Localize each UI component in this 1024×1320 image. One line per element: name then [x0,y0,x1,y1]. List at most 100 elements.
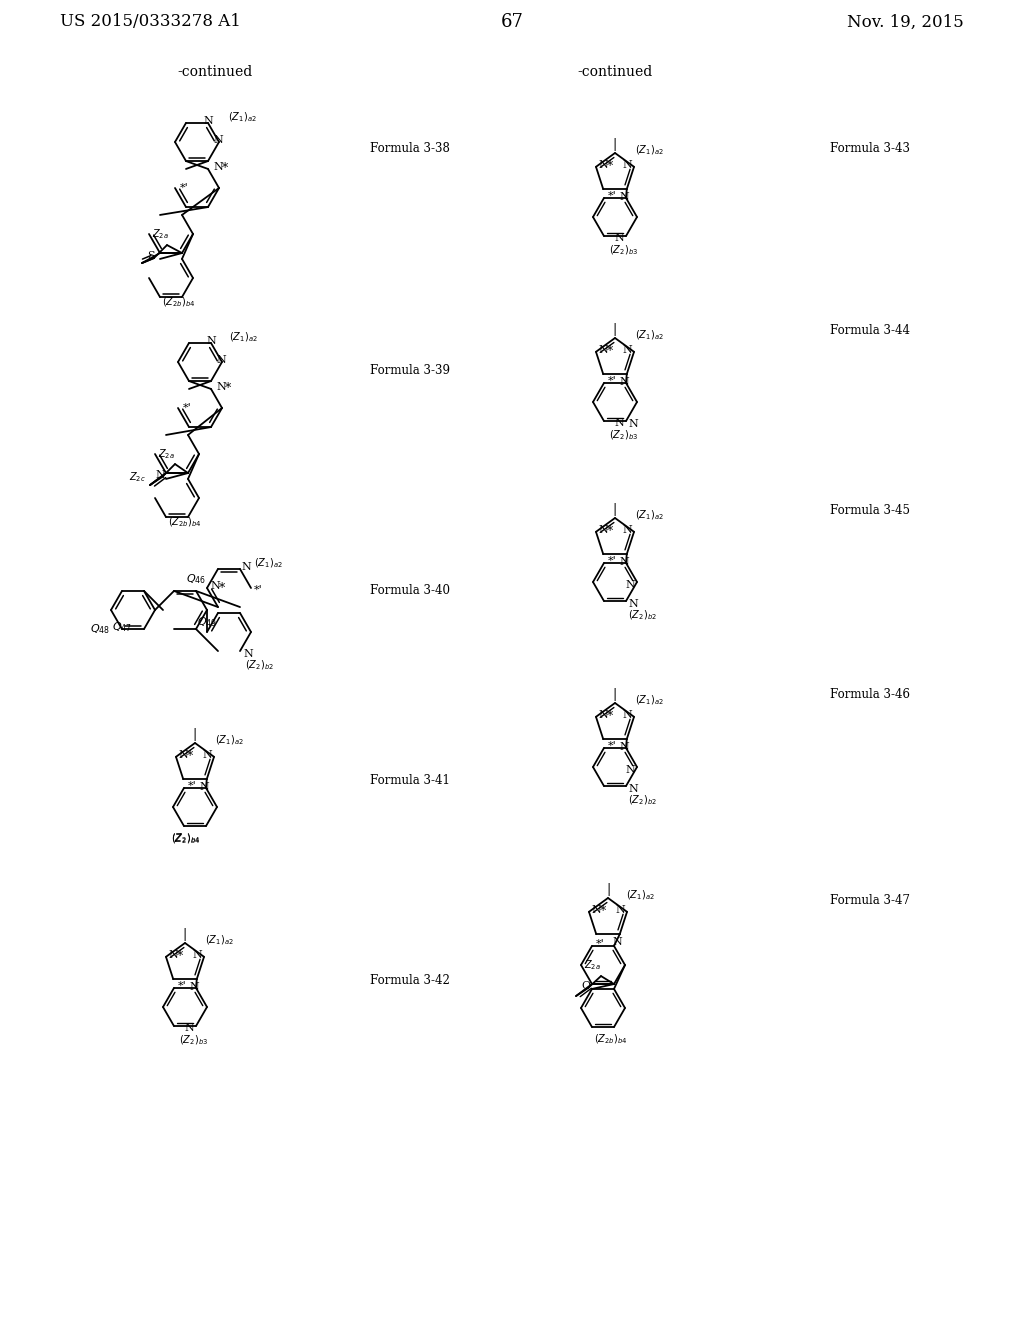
Text: $(Z_1)_{a2}$: $(Z_1)_{a2}$ [626,888,654,902]
Text: N: N [628,784,638,795]
Text: N: N [155,470,165,480]
Text: Formula 3-38: Formula 3-38 [370,141,450,154]
Text: N: N [598,160,607,170]
Text: *: * [607,525,613,539]
Text: Nov. 19, 2015: Nov. 19, 2015 [847,13,964,30]
Text: N: N [591,904,601,915]
Text: N: N [623,160,632,170]
Text: O: O [582,981,591,991]
Text: *: * [222,162,228,176]
Text: N: N [203,116,213,125]
Text: Formula 3-41: Formula 3-41 [370,774,450,787]
Text: *': *' [608,191,616,201]
Text: $(Z_2)_{b2}$: $(Z_2)_{b2}$ [245,659,273,672]
Text: *: * [177,950,183,964]
Text: |: | [613,503,617,516]
Text: N: N [628,599,638,609]
Text: S: S [147,251,155,261]
Text: $(Z_{2b})_{b4}$: $(Z_{2b})_{b4}$ [162,296,196,309]
Text: N: N [615,904,625,915]
Text: *': *' [254,585,263,595]
Text: $(Z_2)_{b2}$: $(Z_2)_{b2}$ [628,609,657,622]
Text: $(Z_1)_{a2}$: $(Z_1)_{a2}$ [215,733,244,747]
Text: Formula 3-40: Formula 3-40 [370,583,450,597]
Text: N: N [216,381,225,392]
Text: N: N [203,750,212,760]
Text: N: N [626,766,635,775]
Text: N: N [243,649,253,659]
Text: N: N [598,525,607,535]
Text: *: * [187,750,194,763]
Text: N: N [623,525,632,535]
Text: N: N [628,418,638,429]
Text: Formula 3-39: Formula 3-39 [370,363,450,376]
Text: Formula 3-42: Formula 3-42 [370,974,450,986]
Text: N: N [620,193,630,202]
Text: N: N [613,937,623,948]
Text: $(Z_1)_{a2}$: $(Z_1)_{a2}$ [635,508,664,521]
Text: $Z_{2a}$: $Z_{2a}$ [584,958,601,972]
Text: $(Z_2)_{b3}$: $(Z_2)_{b3}$ [609,243,639,257]
Text: N: N [168,950,178,960]
Text: $(Z_1)_{a2}$: $(Z_1)_{a2}$ [228,110,257,124]
Text: -continued: -continued [578,65,652,79]
Text: *': *' [178,981,186,991]
Text: *': *' [596,939,605,949]
Text: $(Z_1)_{a2}$: $(Z_1)_{a2}$ [635,693,664,706]
Text: *': *' [608,376,616,385]
Text: |: | [193,729,198,741]
Text: *: * [219,582,225,594]
Text: N: N [626,579,635,590]
Text: Formula 3-46: Formula 3-46 [830,689,910,701]
Text: $Q_{49}$: $Q_{49}$ [197,615,217,628]
Text: |: | [183,928,187,941]
Text: *': *' [188,781,197,791]
Text: $Q_{47}$: $Q_{47}$ [112,620,132,634]
Text: N: N [210,581,220,591]
Text: *: * [607,346,613,358]
Text: *': *' [608,556,616,566]
Text: N: N [614,418,624,428]
Text: N: N [184,1023,194,1034]
Text: N: N [620,378,630,387]
Text: |: | [613,139,617,150]
Text: N: N [620,557,630,568]
Text: N: N [614,234,624,243]
Text: *': *' [608,741,616,751]
Text: N: N [241,562,251,572]
Text: $(Z_2)_{b3}$: $(Z_2)_{b3}$ [179,1034,209,1047]
Text: Formula 3-47: Formula 3-47 [830,894,910,907]
Text: $(Z_1)_{a2}$: $(Z_1)_{a2}$ [635,143,664,157]
Text: $Q_{46}$: $Q_{46}$ [186,572,206,586]
Text: N: N [178,750,187,760]
Text: $(Z_2)_{b4}$: $(Z_2)_{b4}$ [171,832,201,846]
Text: $Q_{48}$: $Q_{48}$ [90,622,110,636]
Text: |: | [613,688,617,701]
Text: N: N [213,162,223,172]
Text: N: N [200,783,210,792]
Text: $(Z_1)_{a2}$: $(Z_1)_{a2}$ [205,933,233,946]
Text: N: N [623,710,632,719]
Text: N: N [189,982,200,993]
Text: $(Z_2)_{b4}$: $(Z_2)_{b4}$ [171,832,201,845]
Text: *: * [607,160,613,173]
Text: $(Z_1)_{a2}$: $(Z_1)_{a2}$ [635,329,664,342]
Text: *: * [225,383,231,396]
Text: 67: 67 [501,13,523,30]
Text: *: * [600,906,606,919]
Text: $Z_{2a}$: $Z_{2a}$ [158,447,175,461]
Text: $(Z_2)_{b2}$: $(Z_2)_{b2}$ [628,793,657,807]
Text: |: | [606,883,610,896]
Text: $(Z_2)_{b3}$: $(Z_2)_{b3}$ [609,428,639,442]
Text: N: N [216,355,226,366]
Text: N: N [206,337,216,346]
Text: N: N [623,345,632,355]
Text: $Z_{2a}$: $Z_{2a}$ [152,227,169,242]
Text: N: N [598,345,607,355]
Text: *: * [607,710,613,723]
Text: N: N [193,950,202,960]
Text: Formula 3-44: Formula 3-44 [830,323,910,337]
Text: $(Z_{2b})_{b4}$: $(Z_{2b})_{b4}$ [594,1032,628,1045]
Text: |: | [613,323,617,337]
Text: N: N [213,135,223,145]
